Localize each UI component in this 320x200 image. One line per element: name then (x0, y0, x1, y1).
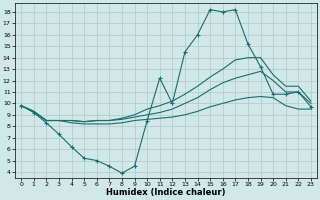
X-axis label: Humidex (Indice chaleur): Humidex (Indice chaleur) (106, 188, 226, 197)
